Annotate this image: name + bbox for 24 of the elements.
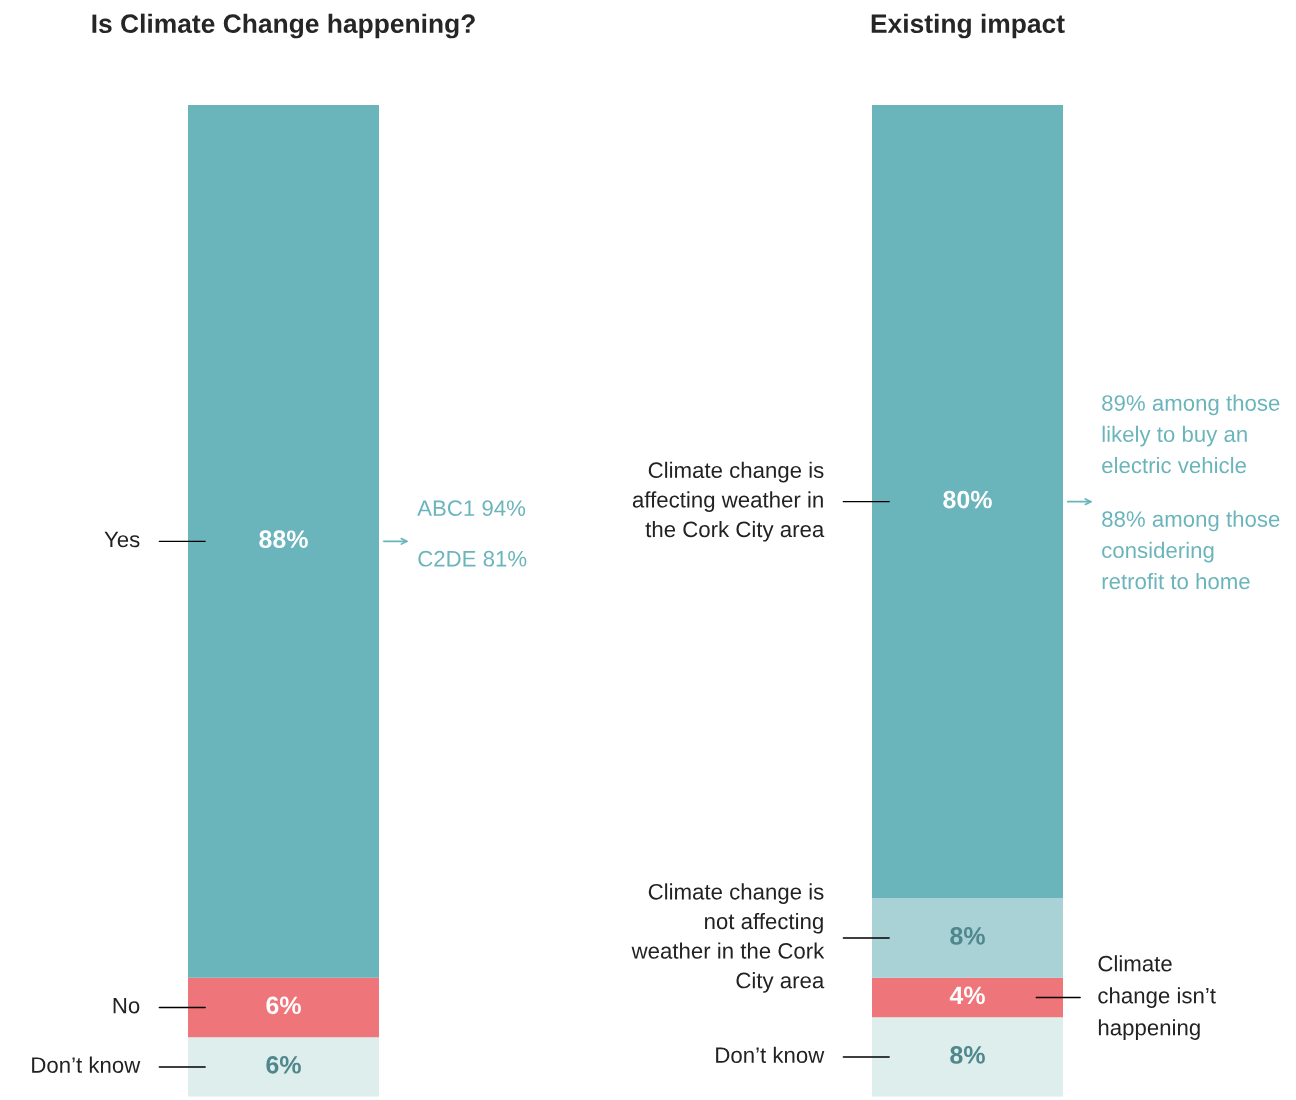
data-label: 6% <box>266 1055 301 1074</box>
data-label: 80% <box>943 490 992 509</box>
text: Don’t know <box>716 1046 825 1063</box>
text: ABC1 94% <box>417 500 526 517</box>
data-label: 8% <box>950 927 985 945</box>
data-label: 6% <box>266 996 301 1015</box>
text: Climate change is affecting weather in the Cork City area <box>632 461 825 542</box>
text: No <box>113 997 140 1014</box>
chart-title: Existing impact <box>871 13 1065 39</box>
data-label: 88% <box>259 530 308 549</box>
text: 89% among those likely to buy an electric vehicle <box>1102 394 1280 474</box>
bar <box>872 1017 1063 1097</box>
data-label: 8% <box>950 1046 985 1064</box>
text: 88% among those considering retrofit to home <box>1102 510 1280 590</box>
text: Yes <box>104 531 140 548</box>
bar <box>872 977 1063 1018</box>
text: Don’t know <box>32 1056 141 1073</box>
text: Climate change is not affecting weather in the Cork City area <box>631 883 825 993</box>
series-label: Climate change isn’t happening <box>1098 955 1216 1040</box>
data-label: 4% <box>949 986 985 1005</box>
bar <box>872 898 1063 978</box>
bar <box>872 105 1063 899</box>
text: C2DE 81% <box>418 550 527 567</box>
chart-title: Is Climate Change happening? <box>92 13 475 39</box>
